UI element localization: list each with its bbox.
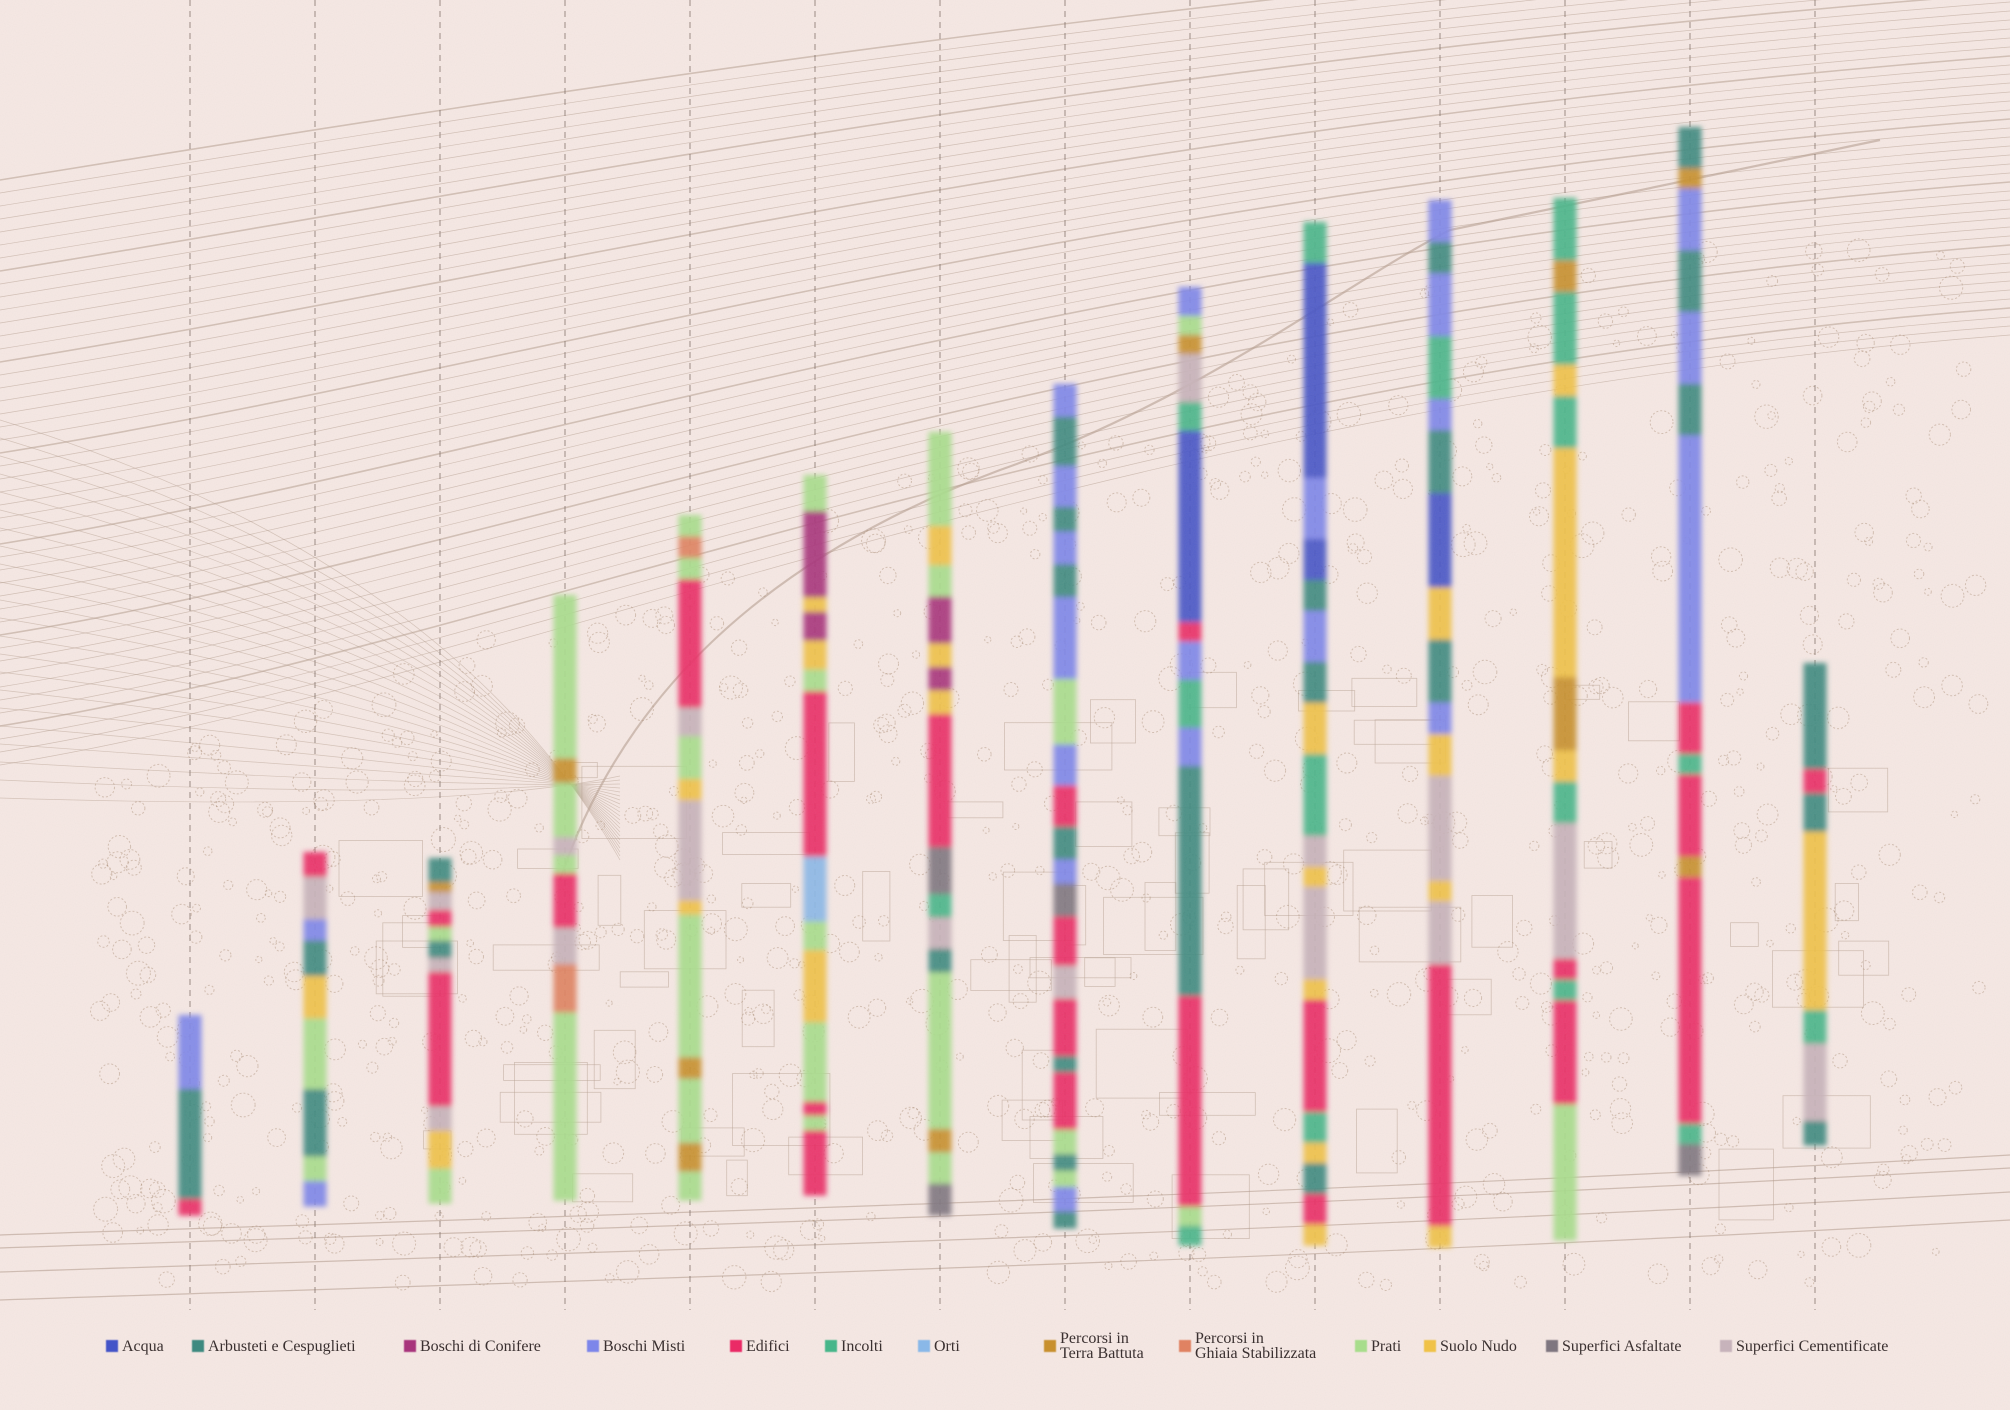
legend-swatch-ghiaia [1179,1340,1191,1352]
legend-item-terra: Percorsi in Terra Battuta [1044,1320,1144,1372]
legend-swatch-misti [587,1340,599,1352]
legend-label-acqua: Acqua [122,1337,164,1355]
legend-swatch-acqua [106,1340,118,1352]
legend-swatch-orti [918,1340,930,1352]
legend-label-arbusteti: Arbusteti e Cespuglieti [208,1337,356,1355]
legend-item-arbusteti: Arbusteti e Cespuglieti [192,1320,356,1372]
legend: Acqua Arbusteti e Cespuglieti Boschi di … [0,1320,2010,1372]
legend-label-asfaltate: Superfici Asfaltate [1562,1337,1682,1355]
legend-item-asfaltate: Superfici Asfaltate [1546,1320,1682,1372]
legend-item-cementificate: Superfici Cementificate [1720,1320,1888,1372]
legend-label-prati: Prati [1371,1337,1402,1355]
legend-label-orti: Orti [934,1337,960,1355]
legend-swatch-incolti [825,1340,837,1352]
legend-label-conifere: Boschi di Conifere [420,1337,541,1355]
legend-swatch-prati [1355,1340,1367,1352]
legend-swatch-conifere [404,1340,416,1352]
legend-label-cementificate: Superfici Cementificate [1736,1337,1889,1355]
legend-item-ghiaia: Percorsi in Ghiaia Stabilizzata [1179,1320,1316,1372]
legend-item-orti: Orti [918,1320,960,1372]
legend-swatch-terra [1044,1340,1056,1352]
legend-swatch-asfaltate [1546,1340,1558,1352]
legend-swatch-arbusteti [192,1340,204,1352]
legend-label-suolo: Suolo Nudo [1440,1337,1517,1355]
legend-label-misti: Boschi Misti [603,1337,686,1355]
legend-swatch-suolo [1424,1340,1436,1352]
legend-swatch-edifici [730,1340,742,1352]
legend-item-suolo: Suolo Nudo [1424,1320,1517,1372]
legend-item-misti: Boschi Misti [587,1320,685,1372]
legend-item-prati: Prati [1355,1320,1401,1372]
legend-swatch-cementificate [1720,1340,1732,1352]
legend-item-incolti: Incolti [825,1320,883,1372]
legend-label-ghiaia: Percorsi in Ghiaia Stabilizzata [1195,1330,1317,1362]
legend-label-incolti: Incolti [841,1337,883,1355]
legend-item-edifici: Edifici [730,1320,790,1372]
legend-item-conifere: Boschi di Conifere [404,1320,541,1372]
legend-label-terra: Percorsi in Terra Battuta [1060,1330,1144,1362]
legend-item-acqua: Acqua [106,1320,164,1372]
legend-label-edifici: Edifici [746,1337,790,1355]
